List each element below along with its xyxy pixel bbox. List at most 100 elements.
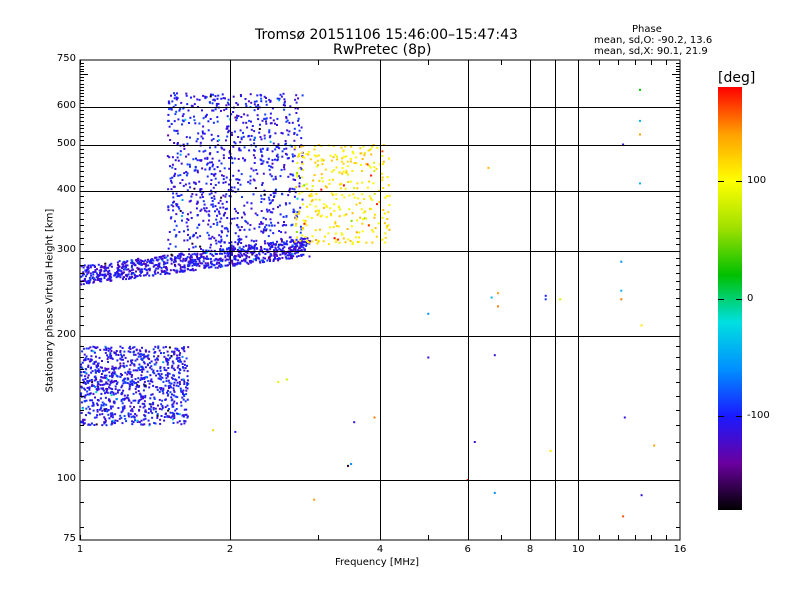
data-point [140,261,143,264]
data-point [272,260,275,262]
data-point [123,398,126,401]
data-point [121,409,124,412]
data-point [231,261,234,264]
data-point [202,125,205,128]
data-point [183,381,186,383]
data-point [143,267,146,270]
data-point [276,124,278,126]
data-point [198,159,201,162]
data-point [233,247,236,250]
data-point [188,253,191,256]
data-point [80,411,83,414]
data-point [252,193,255,196]
data-point [80,394,82,397]
data-point [93,351,96,354]
data-point [376,146,379,149]
data-point [179,383,181,386]
data-point [210,173,213,175]
data-point [287,175,290,178]
data-point [127,412,130,415]
data-point [343,196,346,199]
data-point [215,253,218,255]
data-point [284,104,286,107]
data-point [260,100,263,103]
data-point [179,359,182,362]
data-point [88,388,91,391]
data-point [151,416,154,419]
data-point [215,104,218,107]
data-point [242,157,244,160]
data-point [292,178,295,181]
data-point [101,266,104,269]
data-point [112,419,115,422]
data-point [202,94,205,97]
data-point [286,251,289,254]
data-point [262,160,265,163]
data-point [104,392,106,395]
data-point [204,157,207,160]
data-point [381,150,384,153]
data-point [640,324,643,327]
data-point [146,355,149,358]
data-point [170,259,173,262]
data-point [193,252,196,255]
data-point [223,167,226,170]
data-point [238,178,241,181]
data-point [266,259,269,262]
data-point [328,178,331,181]
data-point [226,217,229,219]
data-point [220,146,223,149]
data-point [107,367,110,370]
data-point [291,173,294,176]
data-point [281,132,284,135]
data-point [216,151,219,153]
data-point [382,143,385,146]
data-point [172,374,175,377]
data-point [133,353,135,356]
data-point [258,128,261,130]
data-point [131,260,134,263]
data-point [246,252,249,255]
data-point [358,202,361,205]
data-point [207,223,210,226]
data-point [243,113,246,116]
data-point [120,386,123,389]
data-point [166,261,169,264]
data-point [250,120,252,123]
data-point [211,109,214,112]
data-point [174,235,177,238]
data-point [269,112,272,115]
data-point [270,175,273,178]
data-point [351,243,354,246]
data-point [238,147,241,150]
data-point [226,135,229,138]
data-point [114,392,117,395]
data-point [95,272,98,275]
data-point [119,349,122,352]
data-point [147,258,149,261]
data-point [249,175,252,178]
data-point [181,363,184,365]
data-point [355,231,358,234]
data-point [228,195,231,197]
data-point [267,257,270,260]
data-point [116,267,119,270]
data-point [206,262,209,265]
data-point [174,256,177,259]
data-point [106,270,109,273]
data-point [126,264,129,267]
data-point [158,264,161,267]
data-point [218,265,221,267]
data-point [284,253,287,256]
data-point [150,365,153,368]
data-point [130,362,133,364]
data-point [128,277,130,280]
data-point [186,384,189,386]
data-point [186,239,189,242]
data-point [80,363,82,366]
data-point [347,181,350,183]
data-point [169,243,172,246]
data-point [216,120,219,123]
data-point [265,229,267,232]
data-point [194,253,197,256]
